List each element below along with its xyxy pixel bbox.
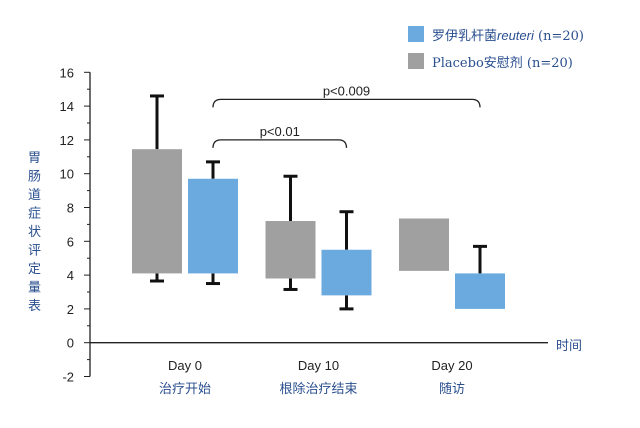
legend-label: 罗伊乳杆菌reuteri (n=20) [432,28,584,44]
x-tick-sublabel: 根除治疗结束 [279,382,357,397]
x-tick-label: Day 20 [431,358,472,373]
significance-label: p<0.009 [323,83,370,98]
y-tick-label: 10 [60,167,74,182]
y-tick-label: 0 [67,336,74,351]
annotations: p<0.01 p<0.009 [212,83,481,148]
bar [399,218,449,271]
significance-bracket [212,139,348,148]
y-tick-label: 6 [67,234,74,249]
bar [321,249,372,296]
bar [455,273,505,309]
y-tick-label: -2 [62,370,74,385]
legend-swatch [408,53,424,69]
y-tick-label: 16 [60,65,74,80]
y-tick-label: 2 [67,302,74,317]
y-tick-label: 14 [60,99,74,114]
legend: 罗伊乳杆菌reuteri (n=20) Placebo安慰剂 (n=20) [408,26,584,71]
significance-bracket [212,98,481,108]
bar-group [132,94,182,283]
y-tick-label: 8 [67,201,74,216]
y-axis-label: 胃肠道症状评定量表 [28,151,41,314]
bars [132,94,505,311]
x-axis-label: 时间 [556,339,582,354]
bar [265,221,316,279]
bar-group [455,244,505,309]
bar-group [399,218,449,271]
axes: -2 0 2 4 6 8 10 12 14 16 Day 0 治疗开始 Day 10 根除治疗结束 Day … [60,65,548,397]
x-tick-sublabel: 随访 [439,382,465,397]
x-tick-label: Day 0 [168,358,202,373]
significance-label: p<0.01 [260,124,300,139]
legend-label: Placebo安慰剂 (n=20) [432,56,573,71]
bar-group [321,210,372,311]
legend-swatch [408,26,424,42]
x-tick-sublabel: 治疗开始 [159,382,211,397]
bar-group [265,174,316,291]
x-tick-label: Day 10 [298,358,339,373]
bar-group [188,160,238,286]
y-tick-label: 12 [60,133,74,148]
bar [188,178,238,274]
y-tick-label: 4 [67,268,74,283]
bar [132,149,182,274]
